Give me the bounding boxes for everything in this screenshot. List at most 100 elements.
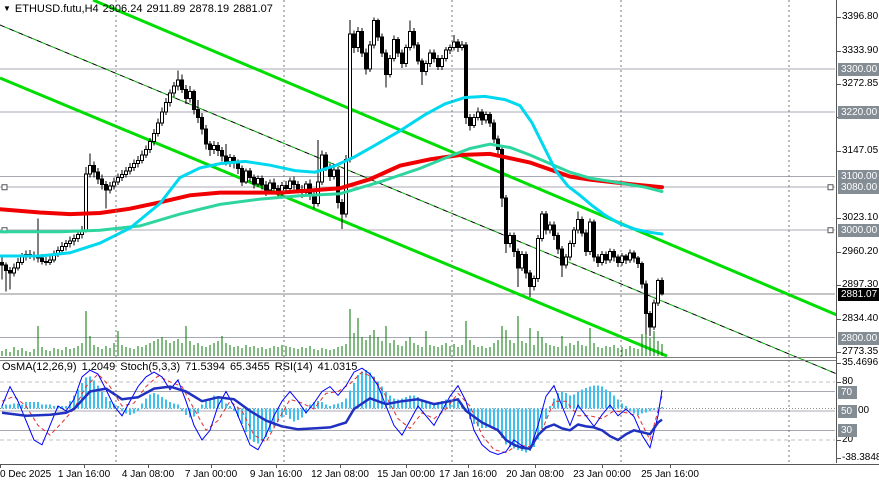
indicator-panel[interactable] xyxy=(0,367,835,456)
volume-histogram xyxy=(1,309,663,356)
price-tick: 2834.40 xyxy=(842,313,879,324)
time-tick-mark xyxy=(535,464,536,468)
trendline-channel-upper[interactable] xyxy=(92,0,837,317)
time-tick: 12 Jan 08:00 xyxy=(311,469,369,480)
price-tick: 2960.20 xyxy=(842,246,879,257)
price-level-badge: 3000.00 xyxy=(838,224,879,237)
main-chart-layer xyxy=(0,0,837,375)
price-level-badge: 3300.00 xyxy=(838,63,879,76)
indicator-tick: 35.4696 xyxy=(842,357,879,368)
time-tick: 15 Jan 00:00 xyxy=(377,469,435,480)
axis-tick-mark xyxy=(837,382,841,383)
price-tick: 3023.10 xyxy=(842,212,879,223)
time-tick: 20 Jan 08:00 xyxy=(506,469,564,480)
symbol-dropdown-icon[interactable]: ▼ xyxy=(3,4,11,13)
indicator-level-badge: 30 xyxy=(838,424,857,437)
time-tick-mark xyxy=(84,464,85,468)
trendlines[interactable] xyxy=(0,0,837,375)
indicator-header: OsMA(12,26,9) 1.2049 Stoch(5,3,3) 71.5394 65… xyxy=(2,361,362,373)
trendline-channel-mid-green xyxy=(0,24,836,375)
time-tick-mark xyxy=(602,464,603,468)
time-tick: 23 Jan 00:00 xyxy=(573,469,631,480)
price-tick: 2773.35 xyxy=(842,346,879,357)
price-axis[interactable]: 3396.803333.903272.853209.953147.053023.… xyxy=(836,0,879,463)
trendline-channel-mid[interactable] xyxy=(0,24,837,375)
axis-tick-mark xyxy=(837,319,841,320)
indicator-tick: 80 xyxy=(842,376,854,387)
time-tick: 17 Jan 16:00 xyxy=(439,469,497,480)
stoch-name: Stoch(5,3,3) xyxy=(120,361,181,373)
price-level-badge: 3220.00 xyxy=(838,106,879,119)
axis-tick-mark xyxy=(837,352,841,353)
panel-separator-line xyxy=(0,360,836,361)
panel-separator[interactable] xyxy=(0,357,836,358)
time-tick: 9 Jan 16:00 xyxy=(249,469,303,480)
stoch-signal-line xyxy=(1,371,663,454)
osma-value: 1.2049 xyxy=(81,361,116,373)
stoch-signal-value: 65.3455 xyxy=(229,361,270,373)
ma-green xyxy=(0,142,664,234)
rsi-value: 41.0315 xyxy=(317,361,358,373)
time-tick: 0 Dec 2025 xyxy=(0,469,52,480)
price-level-badge: 2800.00 xyxy=(838,332,879,345)
time-tick-mark xyxy=(276,464,277,468)
indicator-tick: -38.3848 xyxy=(842,452,879,463)
axis-tick-mark xyxy=(837,218,841,219)
ohlc-close: 2881.07 xyxy=(233,3,273,15)
price-tick: 3272.85 xyxy=(842,78,879,89)
price-tick: 2897.30 xyxy=(842,279,879,290)
axis-tick-mark xyxy=(837,17,841,18)
price-tick: 3396.80 xyxy=(842,11,879,22)
time-tick-mark xyxy=(670,464,671,468)
axis-tick-mark xyxy=(837,363,841,364)
time-tick-mark xyxy=(406,464,407,468)
ma-cyan xyxy=(0,94,664,258)
time-tick-mark xyxy=(0,464,1,468)
axis-tick-mark xyxy=(837,84,841,85)
time-tick-mark xyxy=(340,464,341,468)
price-level-badge: 3080.00 xyxy=(838,181,879,194)
axis-tick-mark xyxy=(837,252,841,253)
hline-handle[interactable] xyxy=(1,184,8,191)
ohlc-low: 2878.19 xyxy=(189,3,230,15)
time-axis[interactable]: 0 Dec 2025 1 Jan 16:00 4 Jan 08:00 7 Jan 00… xyxy=(0,464,879,485)
time-tick: 7 Jan 00:00 xyxy=(184,469,238,480)
hline-handle[interactable] xyxy=(827,184,834,191)
osma-name: OsMA(12,26,9) xyxy=(2,361,77,373)
price-tick: 3333.90 xyxy=(842,45,879,56)
price-level-badge: 3100.00 xyxy=(838,170,879,183)
candlesticks xyxy=(0,17,664,337)
trendline-channel-lower[interactable] xyxy=(0,76,668,358)
indicator-level-badge: 50 xyxy=(838,405,857,418)
period-separators xyxy=(115,0,790,462)
rsi-name: RSI(14) xyxy=(274,361,313,373)
stoch-main-value: 71.5394 xyxy=(185,361,225,373)
horizontal-level-lines xyxy=(0,68,835,339)
time-tick: 4 Jan 08:00 xyxy=(121,469,175,480)
rsi-line xyxy=(1,385,663,450)
time-tick: 1 Jan 16:00 xyxy=(57,469,111,480)
axis-tick-mark xyxy=(837,440,841,441)
ohlc-high: 2911.89 xyxy=(146,3,186,15)
axis-tick-mark xyxy=(837,151,841,152)
symbol-period-label: ETHUSD.futu,H4 xyxy=(14,3,99,15)
time-tick-mark xyxy=(148,464,149,468)
current-price-badge: 2881.07 xyxy=(838,288,879,301)
hline-handle[interactable] xyxy=(827,227,834,234)
time-tick-mark xyxy=(211,464,212,468)
time-tick: 25 Jan 16:00 xyxy=(641,469,699,480)
indicator-tick: 20 xyxy=(842,434,854,445)
axis-tick-mark xyxy=(837,458,841,459)
axis-tick-mark xyxy=(837,285,841,286)
axis-tick-mark xyxy=(837,51,841,52)
tick-remnant: 00 xyxy=(858,405,870,416)
ma-red xyxy=(0,151,664,217)
ohlc-open: 2906.24 xyxy=(102,3,143,15)
indicator-level-badge: 70 xyxy=(838,386,857,399)
chart-title: ▼ ETHUSD.futu,H4 2906.24 2911.89 2878.19 2881… xyxy=(3,3,277,15)
stoch-main-line xyxy=(1,367,663,456)
time-tick-mark xyxy=(468,464,469,468)
price-tick: 3147.05 xyxy=(842,145,879,156)
